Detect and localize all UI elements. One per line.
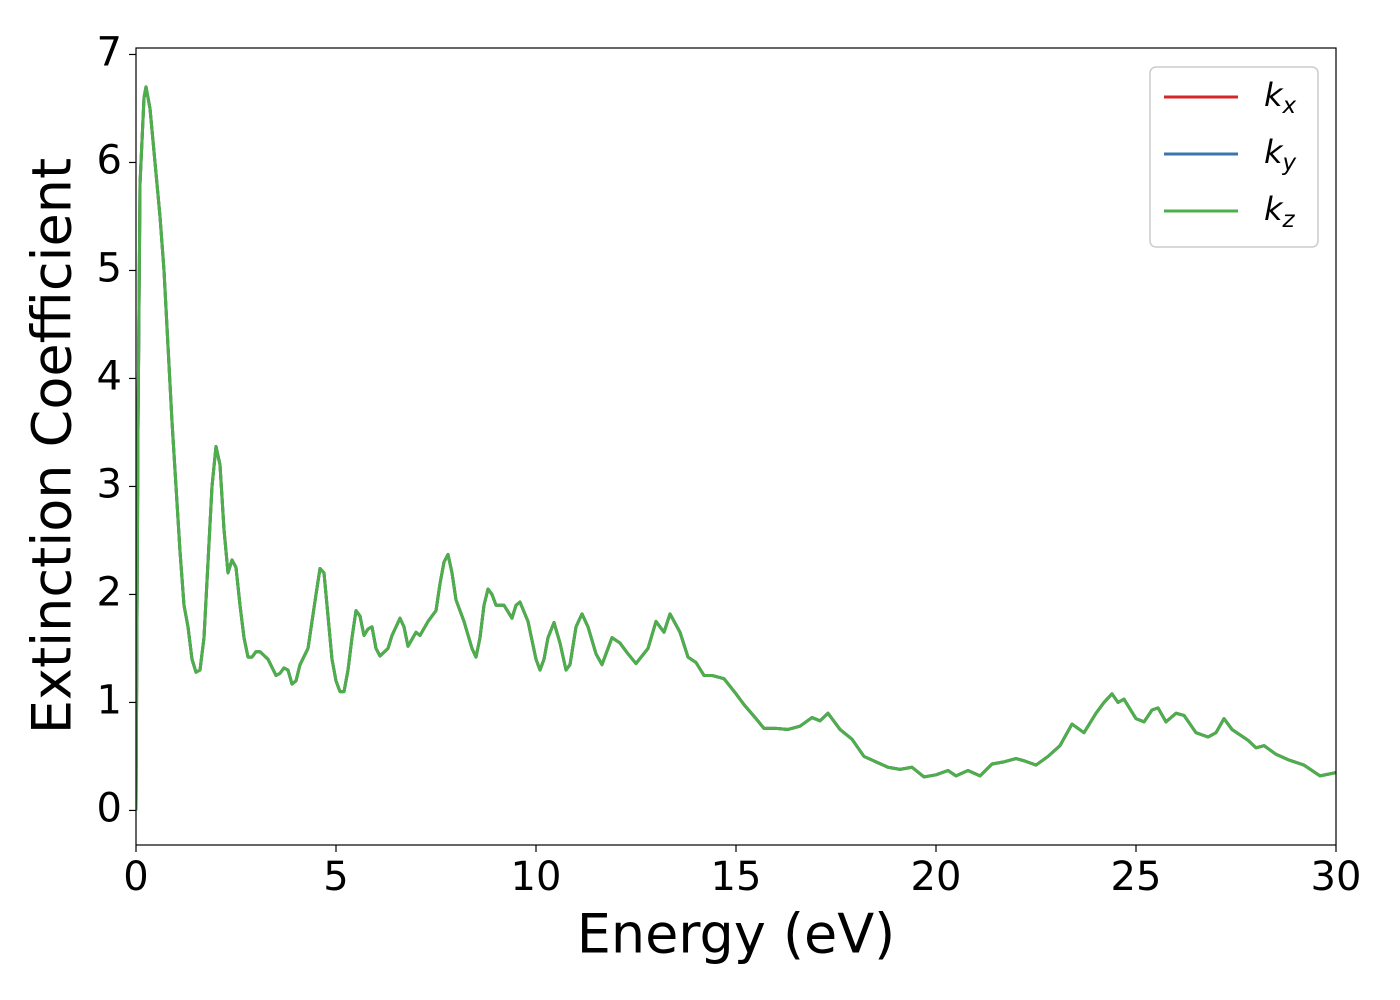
x-tick-label: 30: [1311, 854, 1362, 900]
y-tick-label: 5: [97, 245, 122, 291]
legend-label: kx: [1264, 76, 1297, 119]
x-tick-label: 25: [1111, 854, 1162, 900]
x-axis-label: Energy (eV): [577, 903, 896, 966]
series-line: [136, 85, 1336, 811]
x-tick-label: 10: [511, 854, 562, 900]
y-axis-label: Extinction Coefficient: [21, 158, 84, 734]
y-tick-label: 7: [97, 29, 122, 75]
y-tick-label: 4: [97, 353, 122, 399]
y-tick-label: 6: [97, 137, 122, 183]
y-tick-label: 0: [97, 785, 122, 831]
x-tick-label: 20: [911, 854, 962, 900]
legend-box: [1149, 66, 1319, 248]
y-tick-label: 2: [97, 569, 122, 615]
y-tick-label: 1: [97, 677, 122, 723]
x-tick-label: 0: [123, 854, 148, 900]
x-tick-label: 15: [711, 854, 762, 900]
legend-label: ky: [1264, 133, 1297, 176]
x-tick-label: 5: [323, 854, 348, 900]
y-tick-label: 3: [97, 461, 122, 507]
legend-label: kz: [1264, 190, 1296, 233]
plot-frame: [135, 47, 1337, 846]
